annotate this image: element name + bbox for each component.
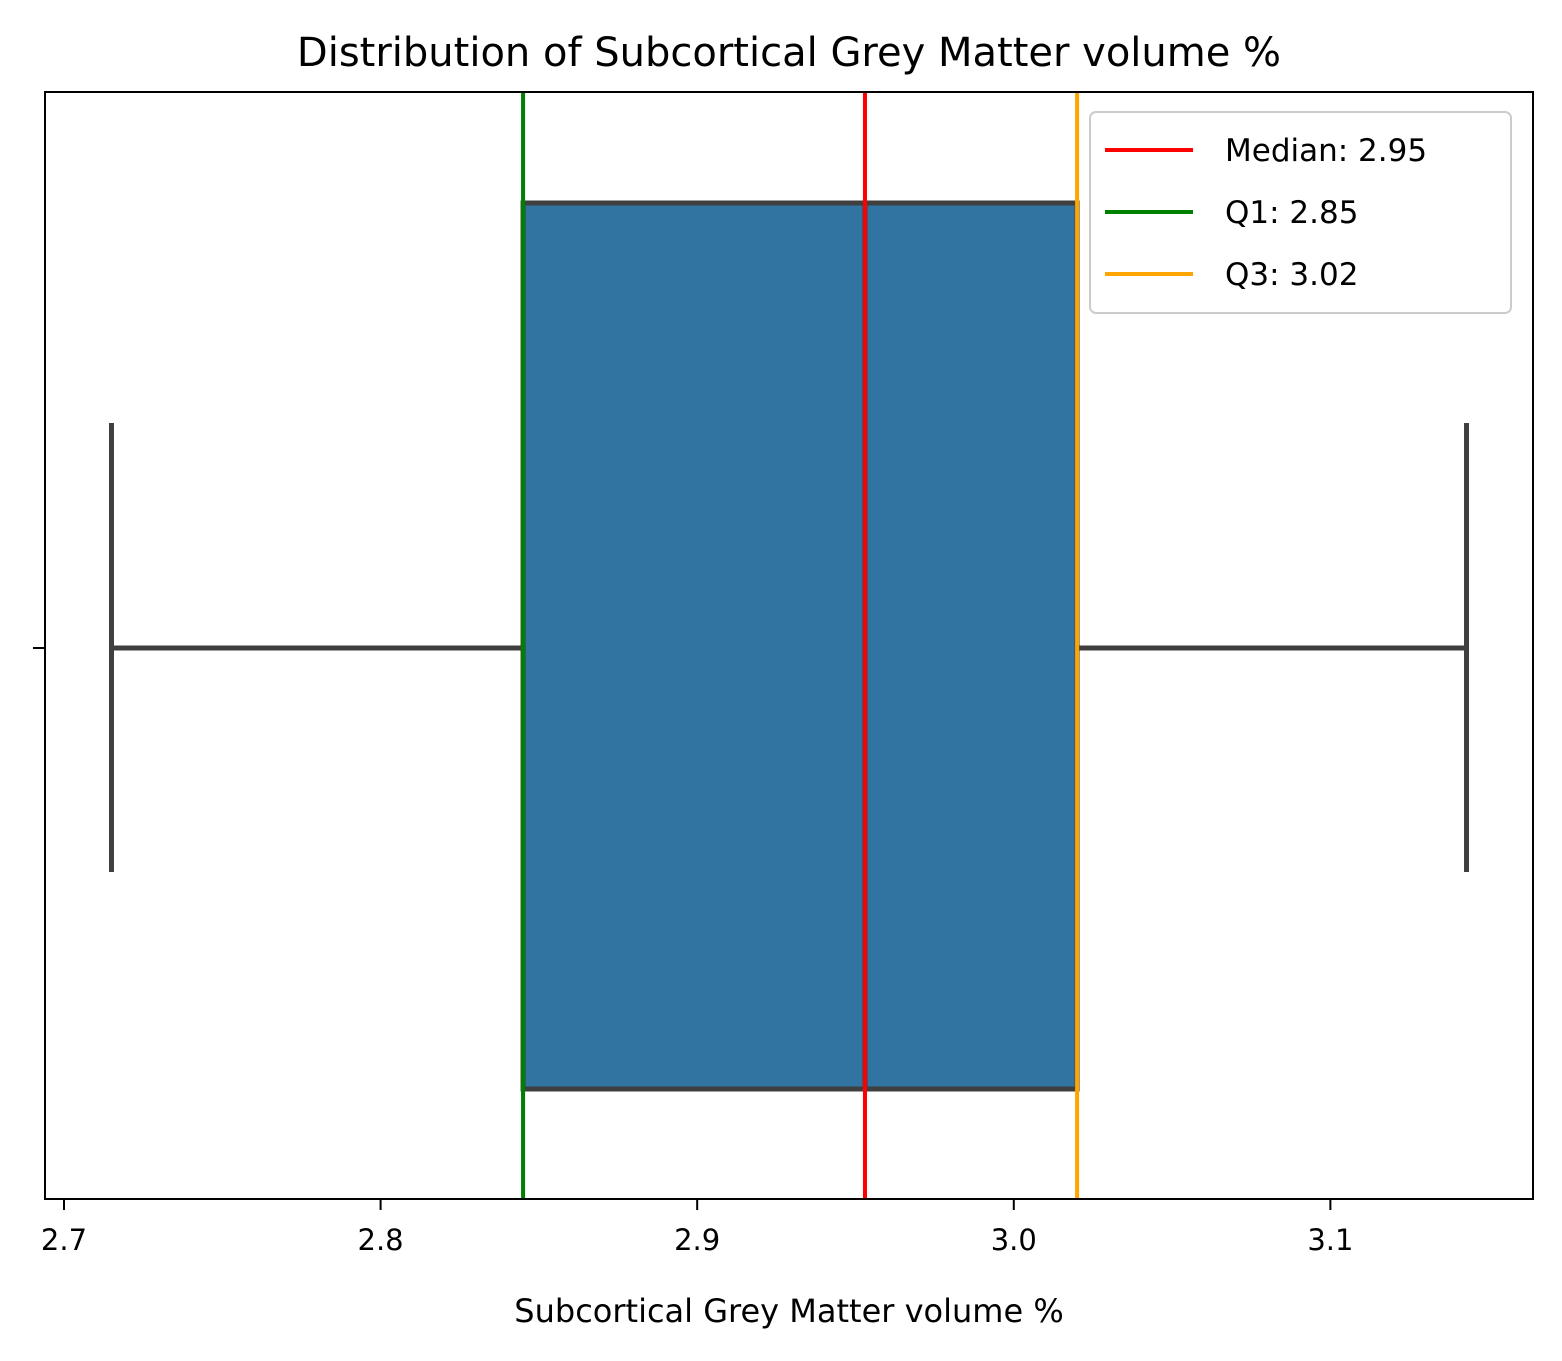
iqr-box [520,200,1080,1092]
x-tick-label: 3.1 [1307,1223,1353,1257]
x-axis: 2.7 2.8 2.9 3.0 3.1 [41,1199,1353,1257]
chart-title: Distribution of Subcortical Grey Matter … [297,30,1281,76]
legend-box [1089,111,1512,314]
x-axis-label: Subcortical Grey Matter volume % [514,1292,1063,1330]
x-tick-label: 2.7 [41,1223,87,1257]
x-tick-label: 2.9 [674,1223,720,1257]
x-tick-label: 3.0 [991,1223,1037,1257]
legend-entry: Median: 2.95 [1225,133,1427,169]
legend-entry: Q1: 2.85 [1225,195,1358,231]
axes-frame [44,91,1534,1200]
legend: Median: 2.95 Q1: 2.85 Q3: 3.02 [1089,111,1512,314]
plot-area [108,92,1470,1199]
x-tick-label: 2.8 [358,1223,404,1257]
legend-entry: Q3: 3.02 [1225,257,1358,293]
